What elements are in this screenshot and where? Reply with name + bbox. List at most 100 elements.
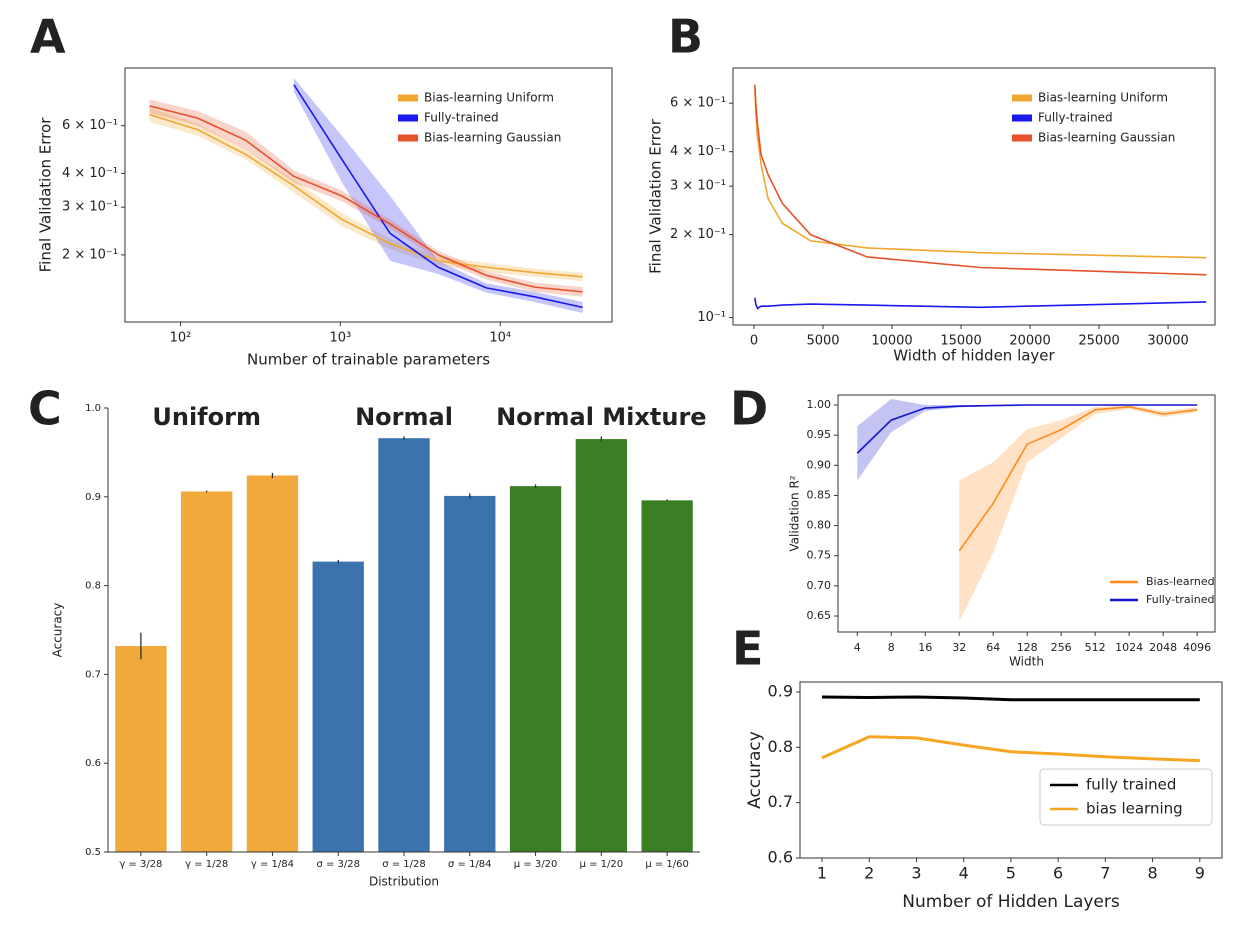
x-tick-label: 64 xyxy=(986,641,1000,654)
legend-label: fully trained xyxy=(1086,776,1176,794)
x-tick-label: μ = 3/20 xyxy=(514,859,558,870)
legend-box xyxy=(1039,768,1213,826)
x-axis-label: Number of Hidden Layers xyxy=(902,892,1120,912)
panel-letter: D xyxy=(730,382,768,436)
line xyxy=(149,105,583,293)
x-tick-label: 2048 xyxy=(1149,641,1177,654)
x-tick-label: 10⁴ xyxy=(489,331,511,346)
bar xyxy=(575,439,627,852)
x-tick-label: 20000 xyxy=(1009,334,1050,349)
y-axis-label: Accuracy xyxy=(745,731,765,809)
bar xyxy=(378,438,430,852)
x-tick-label: γ = 1/28 xyxy=(185,859,228,870)
y-tick-label: 0.75 xyxy=(807,549,832,562)
y-tick-label: 2 × 10⁻¹ xyxy=(670,227,726,242)
y-tick-label: 3 × 10⁻¹ xyxy=(62,200,118,215)
y-tick-label: 0.9 xyxy=(768,681,793,700)
bar xyxy=(246,475,299,852)
line xyxy=(856,404,1198,454)
x-tick-label: 7 xyxy=(1100,864,1110,883)
y-tick-label: 2 × 10⁻¹ xyxy=(62,247,118,262)
x-tick-label: 0 xyxy=(750,334,758,349)
y-axis-label: Final Validation Error xyxy=(647,118,665,274)
y-tick-label: 1.0 xyxy=(85,403,101,414)
x-tick-label: 512 xyxy=(1085,641,1106,654)
panel-letter: A xyxy=(30,10,66,64)
y-tick-label: 0.6 xyxy=(85,758,101,769)
x-tick-label: 32 xyxy=(952,641,966,654)
x-tick-label: μ = 1/60 xyxy=(645,859,689,870)
y-axis-label: Validation R² xyxy=(788,475,802,551)
y-tick-label: 0.95 xyxy=(807,428,832,441)
x-tick-label: 25000 xyxy=(1078,334,1119,349)
legend-label: Fully-trained xyxy=(1038,111,1113,125)
y-tick-label: 0.80 xyxy=(807,519,832,532)
x-tick-label: γ = 1/84 xyxy=(251,859,294,870)
legend-label: bias learning xyxy=(1086,800,1183,818)
x-tick-label: 9 xyxy=(1195,864,1205,883)
x-tick-label: 6 xyxy=(1053,864,1063,883)
y-tick-label: 0.85 xyxy=(807,488,832,501)
x-tick-label: 4 xyxy=(959,864,969,883)
y-tick-label: 4 × 10⁻¹ xyxy=(670,144,726,159)
x-tick-label: 128 xyxy=(1017,641,1038,654)
x-tick-label: σ = 3/28 xyxy=(316,859,360,870)
panel-letter: C xyxy=(28,382,62,436)
plot-frame xyxy=(837,394,1216,633)
x-tick-label: 30000 xyxy=(1147,334,1188,349)
line xyxy=(821,695,1200,702)
group-label: Normal Mixture xyxy=(496,403,706,431)
y-tick-label: 0.7 xyxy=(85,669,101,680)
x-tick-label: 15000 xyxy=(940,334,981,349)
x-axis-label: Width of hidden layer xyxy=(893,347,1055,365)
error-band xyxy=(857,398,1198,481)
x-tick-label: 1 xyxy=(817,864,827,883)
legend-label: Bias-learning Uniform xyxy=(424,91,554,105)
x-tick-label: 256 xyxy=(1051,641,1072,654)
legend-label: Bias-learning Uniform xyxy=(1038,91,1168,105)
x-tick-label: 3 xyxy=(911,864,921,883)
y-axis-label: Final Validation Error xyxy=(37,117,55,273)
error-band xyxy=(149,107,583,282)
x-tick-label: γ = 3/28 xyxy=(119,859,162,870)
bar xyxy=(641,500,693,852)
x-tick-label: 4 xyxy=(854,641,861,654)
plot-frame xyxy=(124,67,613,323)
y-tick-label: 0.8 xyxy=(85,581,101,592)
bar xyxy=(509,486,562,852)
x-tick-label: 4096 xyxy=(1183,641,1211,654)
legend-label: Bias-learning Gaussian xyxy=(1038,131,1175,145)
y-tick-label: 0.8 xyxy=(768,737,793,756)
line xyxy=(821,735,1200,763)
line xyxy=(293,84,583,309)
y-tick-label: 1.00 xyxy=(807,398,832,411)
bar xyxy=(444,495,496,852)
x-axis-label: Width xyxy=(1009,655,1044,669)
x-tick-label: σ = 1/28 xyxy=(382,859,426,870)
error-band xyxy=(293,78,583,313)
x-axis-label: Distribution xyxy=(369,875,439,889)
x-tick-label: 2 xyxy=(864,864,874,883)
y-tick-label: 3 × 10⁻¹ xyxy=(670,179,726,194)
line xyxy=(958,406,1198,552)
panel-letter: E xyxy=(732,622,763,676)
x-tick-label: 8 xyxy=(888,641,895,654)
bar xyxy=(312,561,364,852)
line xyxy=(754,297,1207,310)
y-tick-label: 0.5 xyxy=(85,847,101,858)
bar xyxy=(115,645,167,852)
y-tick-label: 0.90 xyxy=(807,458,832,471)
x-tick-label: 10000 xyxy=(871,334,912,349)
y-tick-label: 6 × 10⁻¹ xyxy=(62,118,118,133)
x-axis-label: Number of trainable parameters xyxy=(247,351,490,369)
line xyxy=(754,88,1207,259)
y-tick-label: 0.65 xyxy=(807,609,832,622)
legend-label: Bias-learned xyxy=(1146,575,1215,588)
y-tick-label: 0.6 xyxy=(768,848,793,867)
y-tick-label: 0.7 xyxy=(768,792,793,811)
panel-letter: B xyxy=(668,10,703,64)
x-tick-label: 5000 xyxy=(806,334,839,349)
x-tick-label: 8 xyxy=(1147,864,1157,883)
y-tick-label: 0.9 xyxy=(85,492,101,503)
